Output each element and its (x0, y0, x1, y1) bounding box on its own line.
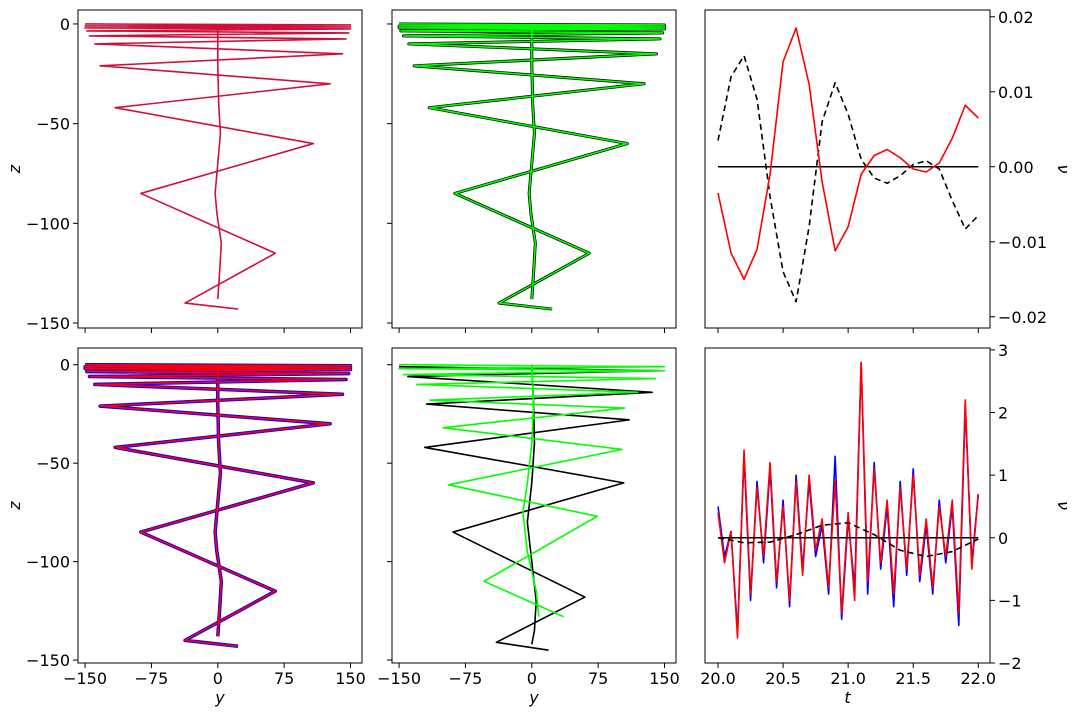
y-tick-label: −100 (26, 214, 70, 233)
axes-frame (391, 347, 677, 664)
y-tick-label: −1 (998, 591, 1022, 610)
y-tick-label: −0.02 (998, 308, 1047, 327)
plot-area (717, 361, 980, 639)
x-tick-label: 0 (527, 669, 537, 688)
x-tick-label: 150 (335, 669, 366, 688)
series-line (522, 364, 540, 617)
series-line (717, 54, 979, 303)
y-tick-label: 0 (998, 529, 1008, 548)
x-tick-label: −75 (449, 669, 483, 688)
panel (387, 9, 677, 333)
series-line (398, 363, 666, 618)
axes-frame (704, 9, 991, 329)
y-tick-label: 0 (60, 15, 70, 34)
x-tick-label: −150 (63, 669, 107, 688)
y-tick-label: −150 (26, 314, 70, 333)
plot-area (397, 22, 666, 311)
panel: −150 −75 0 75 150 0 −50 −100 −150 y z (5, 347, 366, 707)
series-line (214, 23, 223, 300)
x-axis-label: y (528, 688, 539, 707)
series-line (717, 361, 980, 639)
x-tick-label: 21.0 (830, 669, 866, 688)
series-line (84, 23, 352, 310)
x-tick-label: 0 (213, 669, 223, 688)
x-axis-label: t (844, 688, 851, 707)
y-tick-label: −100 (26, 553, 70, 572)
x-axis-label: y (214, 688, 225, 707)
series-line (398, 23, 666, 310)
y-axis-label: ν (1054, 165, 1072, 174)
x-tick-label: 20.5 (765, 669, 801, 688)
panel: 0 −50 −100 −150 z (5, 9, 363, 333)
y-tick-label: 0 (60, 356, 70, 375)
plot-area (398, 363, 666, 651)
x-tick-label: −75 (135, 669, 169, 688)
axes-frame (77, 9, 363, 329)
plot-area (717, 27, 979, 303)
y-axis-label: z (5, 164, 24, 174)
x-tick-label: 22.0 (960, 669, 996, 688)
y-tick-label: 0.01 (998, 83, 1034, 102)
series-line (528, 23, 537, 300)
x-tick-label: 75 (588, 669, 608, 688)
y-axis-label: z (5, 501, 24, 511)
y-axis-label: ν (1054, 501, 1072, 510)
panel: −0.02 −0.01 0.00 0.01 0.02 ν (704, 8, 1072, 333)
x-tick-label: −150 (377, 669, 421, 688)
axes-frame (391, 9, 677, 329)
y-tick-label: 0.02 (998, 8, 1034, 27)
y-tick-label: −50 (36, 115, 70, 134)
axes-frame (704, 347, 991, 664)
x-tick-label: 75 (274, 669, 294, 688)
axes-frame (77, 347, 363, 664)
panel: 20.0 20.5 21.0 21.5 22.0−2 −1 0 1 2 3 t ν (700, 341, 1072, 707)
y-tick-label: 2 (998, 404, 1008, 423)
series-line (84, 363, 352, 648)
plot-area (83, 362, 353, 649)
y-tick-label: −0.01 (998, 233, 1047, 252)
y-tick-label: −2 (998, 654, 1022, 673)
x-tick-label: 150 (649, 669, 680, 688)
x-tick-label: 20.0 (700, 669, 736, 688)
panel: −150 −75 0 75 150 y (377, 347, 680, 707)
y-tick-label: 1 (998, 466, 1008, 485)
series-line (214, 364, 223, 637)
y-tick-label: 3 (998, 341, 1008, 360)
y-tick-label: −50 (36, 454, 70, 473)
y-tick-label: 0.00 (998, 158, 1034, 177)
series-line (717, 521, 979, 558)
series-line (717, 27, 979, 281)
plot-area (84, 23, 352, 310)
y-tick-label: −150 (26, 651, 70, 670)
x-tick-label: 21.5 (895, 669, 931, 688)
